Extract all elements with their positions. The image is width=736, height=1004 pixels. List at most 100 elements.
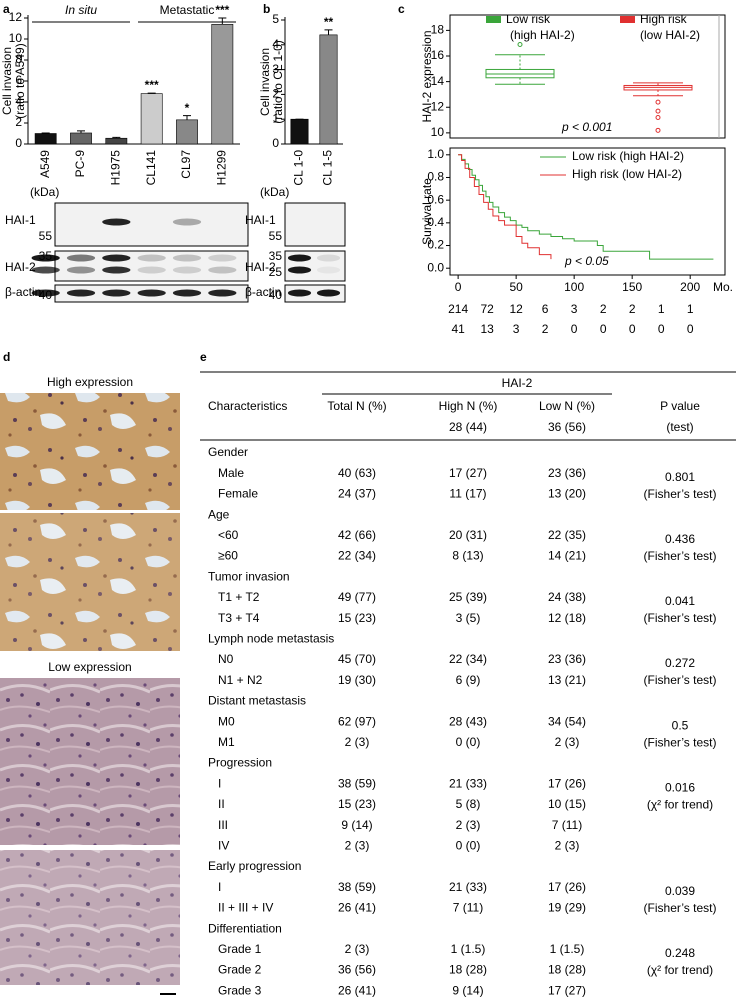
cell: 22 (35): [548, 528, 586, 542]
p-value: 0.5: [672, 718, 689, 732]
cell: 1 (1.5): [550, 942, 585, 956]
row-label: T3 + T4: [218, 611, 260, 625]
at-risk: 41: [451, 322, 465, 336]
y-tick-label: 0: [272, 136, 279, 150]
annotation: p < 0.001: [561, 120, 612, 134]
error-bar: [112, 136, 121, 139]
cell: 24 (38): [548, 590, 586, 604]
cell: 19 (30): [338, 673, 376, 687]
panel-label: d: [3, 350, 10, 364]
row-label: I: [218, 880, 221, 894]
x-tick-label: CL97: [179, 150, 193, 179]
error-bar: [183, 115, 191, 120]
y-axis-label: Cell invasion: [258, 48, 272, 116]
at-risk: 0: [687, 322, 694, 336]
cell: 20 (31): [449, 528, 487, 542]
blot-band: [31, 254, 60, 262]
annotation: p < 0.05: [564, 254, 609, 268]
blot-band: [287, 254, 312, 262]
blot-label: HAI-1: [5, 213, 36, 227]
bar: [34, 133, 57, 145]
significance: ***: [145, 78, 159, 92]
header: Characteristics: [208, 399, 287, 413]
y-tick-label: 0.6: [427, 192, 444, 206]
y-axis-label: (ratio to CL 1-0): [271, 40, 285, 124]
blot-band: [208, 289, 237, 297]
group-name: Tumor invasion: [208, 569, 290, 583]
cell: 2 (3): [345, 735, 370, 749]
test: (Fisher’s test): [644, 549, 717, 563]
blot-band: [137, 254, 166, 262]
cell: 2 (3): [456, 818, 481, 832]
header: 36 (56): [548, 420, 586, 434]
y-tick-label: 16: [431, 48, 445, 62]
x-tick-label: PC-9: [73, 150, 87, 178]
blot-marker: 40: [269, 288, 283, 302]
at-risk: 12: [509, 302, 523, 316]
cell: 45 (70): [338, 652, 376, 666]
x-tick-label: CL141: [144, 150, 158, 186]
cell: 22 (34): [338, 549, 376, 563]
blot: [284, 284, 346, 303]
cell: 62 (97): [338, 714, 376, 728]
cell: 2 (3): [555, 735, 580, 749]
row-label: <60: [218, 528, 239, 542]
blot-marker: 55: [269, 229, 283, 243]
test: (Fisher’s test): [644, 901, 717, 915]
at-risk: 2: [542, 322, 549, 336]
y-tick-label: 2: [15, 115, 22, 129]
cell: 13 (20): [548, 487, 586, 501]
bar: [290, 118, 309, 145]
y-tick-label: 0: [15, 136, 22, 150]
y-tick-label: 12: [9, 10, 23, 24]
y-axis-label: Survival rate: [420, 178, 434, 245]
cell: 38 (59): [338, 880, 376, 894]
y-tick-label: 0.8: [427, 170, 444, 184]
cell: 1 (1.5): [451, 942, 486, 956]
at-risk: 3: [513, 322, 520, 336]
blot-band: [208, 266, 237, 274]
blot-marker: 25: [269, 265, 283, 279]
blot-band: [102, 254, 131, 262]
cell: 0 (0): [456, 735, 481, 749]
cell: 28 (43): [449, 714, 487, 728]
bar: [176, 119, 198, 145]
micrograph: [0, 850, 180, 985]
group-name: Age: [208, 507, 230, 521]
legend-swatch: [620, 16, 635, 23]
x-tick-label: A549: [38, 150, 52, 178]
row-label: I: [218, 776, 221, 790]
y-tick-label: 2: [272, 87, 279, 101]
y-tick-label: 8: [15, 52, 22, 66]
x-tick-label: H1975: [109, 150, 123, 186]
y-tick-label: 5: [272, 12, 279, 26]
outlier: [517, 41, 523, 47]
blot-band: [316, 254, 341, 262]
blot-label: β-actin: [245, 285, 281, 299]
blot-band: [316, 289, 341, 297]
outlier: [655, 127, 661, 133]
y-tick-label: 0.4: [427, 215, 444, 229]
p-value: 0.272: [665, 656, 695, 670]
legend-note: (high HAI-2): [510, 28, 575, 42]
cell: 26 (41): [338, 901, 376, 915]
plot-frame: [449, 147, 726, 276]
y-axis-label: (ratio to A549): [13, 43, 27, 118]
cell: 7 (11): [552, 818, 582, 832]
p-value: 0.801: [665, 470, 695, 484]
cell: 11 (17): [449, 487, 486, 501]
row-label: M0: [218, 714, 235, 728]
image-label: High expression: [47, 375, 133, 389]
row-label: Grade 1: [218, 942, 262, 956]
blot-band: [172, 254, 202, 262]
header: 28 (44): [449, 420, 487, 434]
y-tick-label: 0.2: [427, 238, 444, 252]
p-value: 0.016: [665, 780, 695, 794]
panel-label: a: [3, 2, 10, 16]
panel-label: c: [398, 2, 405, 16]
y-tick-label: 6: [15, 73, 22, 87]
row-label: Grade 2: [218, 963, 262, 977]
legend-note: (low HAI-2): [640, 28, 700, 42]
y-tick-label: 1: [272, 111, 279, 125]
test: (χ² for trend): [647, 797, 713, 811]
